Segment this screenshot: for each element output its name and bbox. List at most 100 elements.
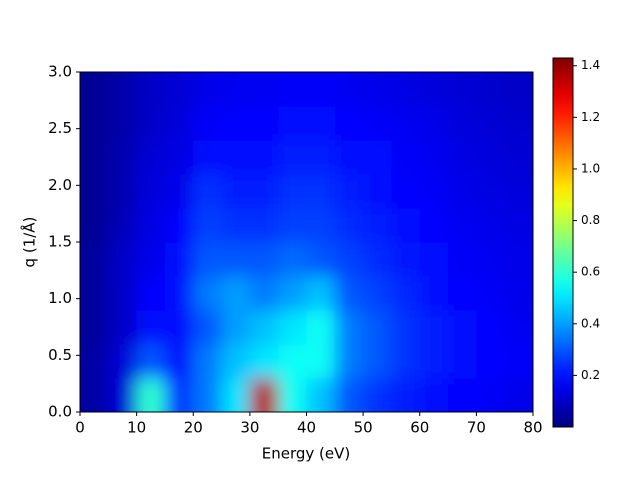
heat-cell bbox=[391, 310, 421, 345]
y-tick-label: 1.0 bbox=[48, 289, 72, 307]
heat-cell bbox=[391, 276, 421, 311]
heat-cell bbox=[136, 140, 166, 175]
heat-cell bbox=[136, 208, 166, 243]
heat-cell bbox=[193, 242, 223, 277]
heat-cell bbox=[278, 174, 307, 209]
heat-cell bbox=[136, 344, 166, 379]
heat-cell bbox=[334, 208, 364, 243]
heat-cell bbox=[391, 208, 421, 243]
heat-cell bbox=[504, 344, 533, 379]
heat-cell bbox=[306, 276, 336, 311]
heat-cell bbox=[136, 242, 166, 277]
heat-cell bbox=[221, 378, 251, 412]
heat-cell bbox=[419, 276, 449, 311]
heat-cell bbox=[448, 208, 477, 243]
y-tick-label: 2.5 bbox=[48, 119, 72, 137]
heat-cell bbox=[504, 378, 533, 412]
heat-cell bbox=[448, 242, 477, 277]
heat-cell bbox=[249, 310, 279, 345]
colorbar-tick-label: 0.6 bbox=[581, 265, 600, 279]
y-tick-label: 0.5 bbox=[48, 346, 72, 364]
heat-cell bbox=[306, 242, 336, 277]
heat-cell bbox=[278, 242, 307, 277]
heat-cell bbox=[278, 72, 307, 107]
x-tick-label: 30 bbox=[240, 419, 259, 437]
heat-cell bbox=[108, 344, 138, 379]
heat-cell bbox=[193, 174, 223, 209]
y-tick-label: 3.0 bbox=[48, 63, 72, 81]
heat-cell bbox=[391, 378, 421, 412]
heat-cell bbox=[363, 378, 392, 412]
y-tick-label: 0.0 bbox=[48, 403, 72, 421]
heat-cell bbox=[80, 276, 109, 311]
heat-cell bbox=[164, 208, 194, 243]
heat-cell bbox=[363, 344, 392, 379]
heat-cell bbox=[504, 242, 533, 277]
heat-cell bbox=[108, 174, 138, 209]
heat-cell bbox=[306, 72, 336, 107]
heat-cell bbox=[504, 140, 533, 175]
heat-cell bbox=[504, 310, 533, 345]
heat-cell bbox=[193, 344, 223, 379]
heat-cell bbox=[419, 72, 449, 107]
heat-cell bbox=[448, 140, 477, 175]
heat-cell bbox=[164, 174, 194, 209]
heat-cell bbox=[108, 208, 138, 243]
heat-cell bbox=[136, 276, 166, 311]
heat-cell bbox=[164, 276, 194, 311]
heat-cell bbox=[136, 310, 166, 345]
heat-cell bbox=[363, 242, 392, 277]
heat-cell bbox=[193, 310, 223, 345]
heat-cell bbox=[306, 310, 336, 345]
heat-cell bbox=[221, 276, 251, 311]
heat-cell bbox=[363, 140, 392, 175]
heat-cell bbox=[193, 140, 223, 175]
x-tick-label: 40 bbox=[297, 419, 316, 437]
heat-cell bbox=[419, 310, 449, 345]
heat-cell bbox=[193, 106, 223, 141]
heat-cell bbox=[278, 310, 307, 345]
heat-cell bbox=[80, 208, 109, 243]
heat-cell bbox=[278, 140, 307, 175]
heat-cell bbox=[306, 174, 336, 209]
heat-cell bbox=[334, 378, 364, 412]
colorbar-tick-label: 0.2 bbox=[581, 368, 600, 382]
heat-cell bbox=[504, 72, 533, 107]
heat-cell bbox=[80, 140, 109, 175]
heat-cell bbox=[221, 140, 251, 175]
heat-cell bbox=[448, 72, 477, 107]
heat-cell bbox=[334, 276, 364, 311]
heat-cell bbox=[136, 378, 166, 412]
heat-cell bbox=[221, 242, 251, 277]
heat-cell bbox=[363, 72, 392, 107]
heat-cell bbox=[391, 140, 421, 175]
heat-cell bbox=[108, 310, 138, 345]
heat-cell bbox=[108, 72, 138, 107]
heat-cell bbox=[448, 174, 477, 209]
heat-cell bbox=[476, 140, 506, 175]
heat-cell bbox=[278, 106, 307, 141]
colorbar-tick-label: 1.2 bbox=[581, 110, 600, 124]
heat-cell bbox=[363, 310, 392, 345]
y-tick-label: 2.0 bbox=[48, 176, 72, 194]
heat-cell bbox=[164, 72, 194, 107]
colorbar-tick-label: 0.8 bbox=[581, 213, 600, 227]
heat-cell bbox=[448, 276, 477, 311]
heatmap bbox=[80, 72, 533, 412]
heat-cell bbox=[193, 72, 223, 107]
heat-cell bbox=[221, 72, 251, 107]
heat-cell bbox=[334, 72, 364, 107]
heat-cell bbox=[249, 72, 279, 107]
heat-cell bbox=[164, 106, 194, 141]
heat-cell bbox=[221, 344, 251, 379]
x-tick-label: 20 bbox=[184, 419, 203, 437]
y-tick-label: 1.5 bbox=[48, 233, 72, 251]
heat-cell bbox=[108, 140, 138, 175]
heat-cell bbox=[448, 310, 477, 345]
heat-cell bbox=[419, 140, 449, 175]
heat-cell bbox=[476, 106, 506, 141]
colorbar-tick-label: 0.4 bbox=[581, 316, 600, 330]
x-tick-label: 50 bbox=[354, 419, 373, 437]
heat-cell bbox=[80, 310, 109, 345]
